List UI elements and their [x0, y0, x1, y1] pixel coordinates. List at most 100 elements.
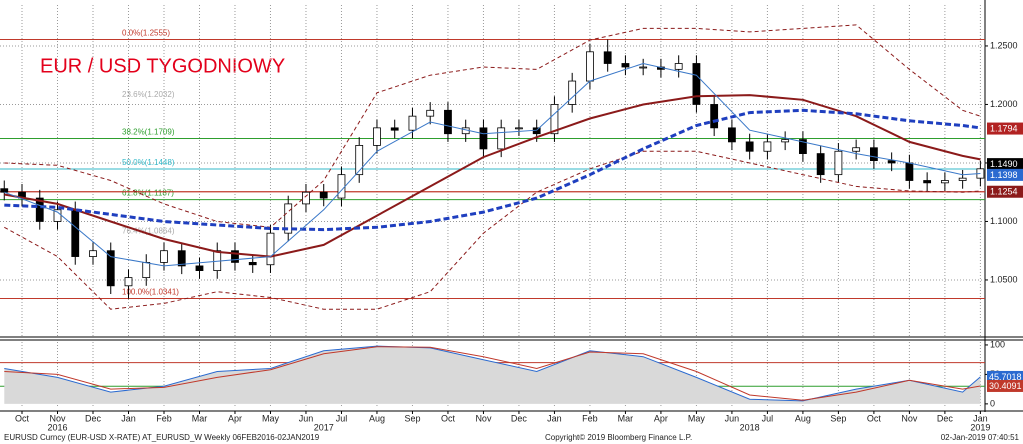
fib-label: 76.4%(1.0864): [122, 226, 175, 235]
x-tick-label: Nov: [475, 413, 492, 423]
value-box: [987, 379, 1023, 392]
year-label: 2016: [47, 422, 67, 432]
candle-body: [586, 51, 594, 82]
candle-body: [799, 139, 807, 154]
x-tick-label: Aug: [795, 413, 811, 423]
x-tick-label: May: [262, 413, 280, 423]
price-label: 1.1398: [990, 170, 1018, 180]
x-tick-label: Oct: [441, 413, 456, 423]
overlay-line: [4, 150, 981, 310]
x-tick-label: Sep: [404, 413, 420, 423]
copyright: Copyright© 2019 Bloomberg Finance L.P.: [545, 433, 692, 442]
x-tick-label: Jun: [299, 413, 314, 423]
candle-body: [763, 141, 772, 152]
x-tick-label: Nov: [49, 413, 66, 423]
x-tick-label: Mar: [192, 413, 208, 423]
x-tick-label: Oct: [867, 413, 882, 423]
price-label-box: [987, 168, 1023, 181]
candle-body: [284, 203, 293, 234]
y-tick-label: 100: [990, 339, 1005, 349]
fib-label: 50.0%(1.1448): [122, 158, 175, 167]
candle-body: [160, 250, 168, 263]
candle-body: [0, 188, 9, 193]
x-tick-label: Oct: [15, 413, 30, 423]
fib-label: 61.8%(1.1187): [122, 189, 174, 198]
overlay-line: [4, 24, 981, 228]
candle-body: [958, 177, 967, 181]
candle-body: [834, 150, 843, 176]
candle-body: [639, 66, 648, 69]
candle-body: [887, 160, 896, 164]
price-label: 1.1490: [990, 159, 1018, 169]
x-tick-label: Jan: [547, 413, 562, 423]
x-tick-label: Jun: [725, 413, 740, 423]
x-tick-label: Mar: [618, 413, 634, 423]
x-tick-label: Dec: [937, 413, 954, 423]
x-tick-label: Jan: [973, 413, 988, 423]
y-tick-label: 1.2000: [990, 99, 1018, 109]
overlay-line: [4, 108, 981, 232]
x-tick-label: Jan: [121, 413, 136, 423]
indicator-line: [4, 345, 981, 402]
y-tick-label: 0: [990, 398, 995, 408]
y-tick-label: 1.0500: [990, 274, 1018, 284]
candle-body: [603, 51, 612, 64]
x-tick-label: Dec: [85, 413, 102, 423]
y-tick-label: 1.1000: [990, 216, 1018, 226]
year-label: 2018: [740, 422, 760, 432]
candle-body: [869, 147, 878, 162]
x-tick-label: Feb: [156, 413, 172, 423]
candle-body: [479, 127, 488, 150]
x-tick-label: Sep: [830, 413, 846, 423]
x-tick-label: Jul: [336, 413, 348, 423]
year-label: 2017: [314, 422, 334, 432]
price-label-box: [987, 122, 1023, 135]
price-label-box: [987, 158, 1023, 171]
x-tick-label: Feb: [582, 413, 598, 423]
price-label: 1.1794: [990, 123, 1018, 133]
x-tick-label: Aug: [369, 413, 385, 423]
candle-body: [621, 63, 630, 68]
fib-label: 23.6%(1.2032): [122, 90, 175, 99]
x-tick-label: Nov: [901, 413, 918, 423]
candle-body: [124, 277, 133, 287]
candle-body: [106, 250, 115, 287]
candle-body: [248, 262, 257, 266]
candle-body: [852, 147, 861, 152]
fib-label: 0.0%(1.2555): [122, 29, 170, 38]
candle-body: [781, 139, 790, 143]
candle-body: [515, 127, 523, 130]
candle-body: [35, 197, 44, 222]
candle-body: [568, 80, 577, 105]
candle-body: [674, 63, 683, 70]
candle-body: [816, 153, 825, 176]
candle-body: [302, 191, 310, 205]
candle-body: [728, 127, 736, 143]
x-tick-label: Dec: [511, 413, 528, 423]
candle-body: [89, 250, 97, 257]
candle-body: [71, 209, 80, 257]
value-box: [987, 370, 1023, 383]
security-caption: EURUSD Curncy (EUR-USD X-RATE) AT_EURUSD…: [4, 433, 320, 442]
x-tick-label: Apr: [654, 413, 668, 423]
value-box-label: 30.4091: [989, 381, 1022, 391]
candle-body: [923, 180, 932, 184]
candle-body: [355, 145, 364, 176]
value-box-label: 45.7018: [989, 372, 1022, 382]
candle-body: [373, 127, 381, 146]
year-label: 2019: [970, 422, 990, 432]
candle-body: [337, 174, 346, 199]
candle-body: [497, 127, 506, 150]
x-tick-label: May: [688, 413, 706, 423]
candle-body: [177, 250, 186, 267]
candle-body: [408, 115, 417, 131]
candle-body: [426, 109, 435, 117]
candle-body: [444, 109, 452, 135]
candle-body: [231, 250, 239, 263]
indicator-line: [4, 346, 981, 401]
fib-label: 100.0%(1.0341): [122, 288, 179, 297]
overlay-line: [4, 62, 981, 267]
candle-body: [745, 141, 754, 152]
fib-label: 38.2%(1.1709): [122, 128, 175, 137]
